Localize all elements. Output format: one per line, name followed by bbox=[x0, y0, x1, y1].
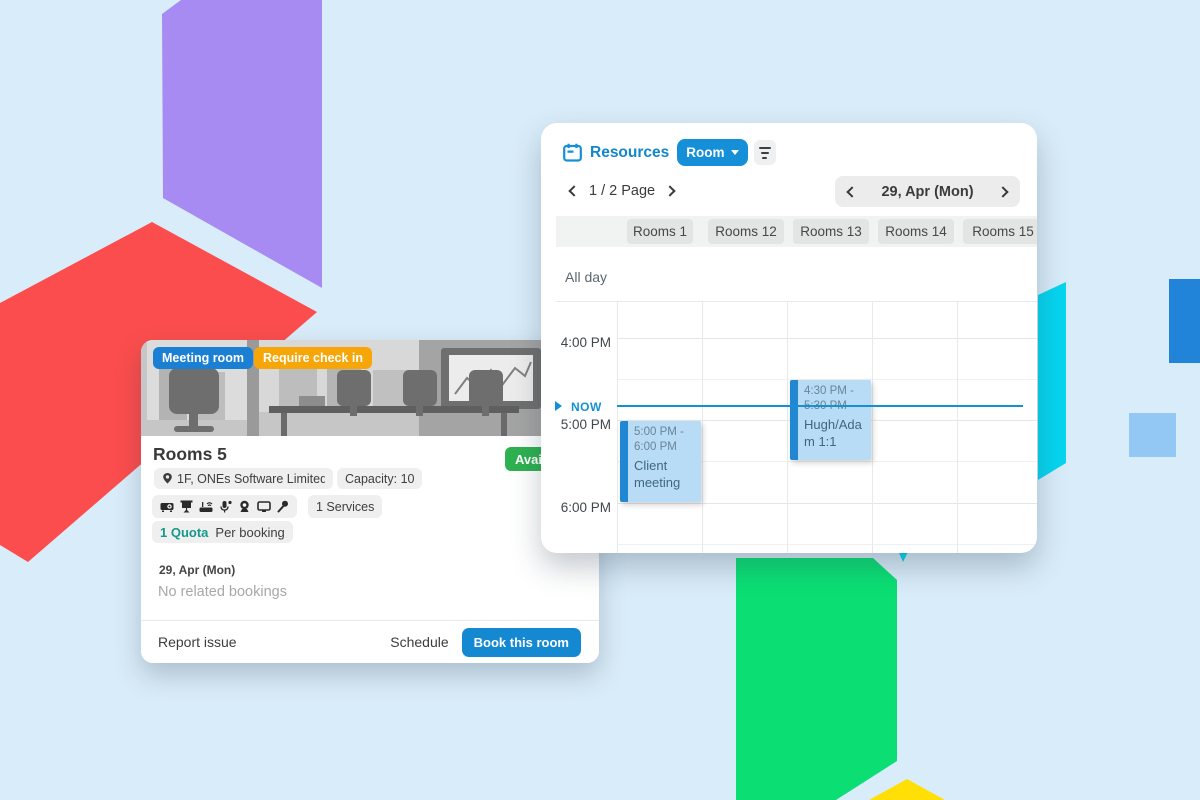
schedule-link[interactable]: Schedule bbox=[390, 634, 449, 650]
book-room-button[interactable]: Book this room bbox=[461, 627, 581, 657]
next-day-button[interactable] bbox=[997, 185, 1009, 198]
capacity-text: Capacity: 10 bbox=[345, 471, 415, 486]
column-rooms-15[interactable]: Rooms 15 bbox=[963, 219, 1037, 244]
quota-count: 1 Quota bbox=[160, 524, 209, 540]
current-date-label: 29, Apr (Mon) bbox=[881, 183, 974, 200]
column-rooms-14[interactable]: Rooms 14 bbox=[878, 219, 954, 244]
bookings-status: No related bookings bbox=[158, 584, 287, 600]
bg-shape-cyan-parallelogram bbox=[1038, 282, 1066, 480]
quota-unit: Per booking bbox=[215, 524, 285, 540]
column-rooms-13[interactable]: Rooms 13 bbox=[793, 219, 869, 244]
resources-title: Resources bbox=[590, 143, 670, 161]
column-rooms-12[interactable]: Rooms 12 bbox=[708, 219, 784, 244]
report-issue-link[interactable]: Report issue bbox=[158, 634, 237, 650]
microphone-icon bbox=[277, 500, 288, 513]
event-title: Hugh/Adam 1:1 bbox=[804, 416, 862, 449]
grid-line bbox=[617, 379, 1037, 380]
grid-line bbox=[617, 461, 1037, 462]
grid-column-line bbox=[872, 301, 873, 553]
capacity-pill: Capacity: 10 bbox=[337, 468, 423, 489]
room-photo: Meeting room Require check in bbox=[141, 340, 599, 436]
resource-type-dropdown[interactable]: Room bbox=[677, 139, 748, 166]
now-label: NOW bbox=[571, 400, 602, 414]
chevron-down-icon bbox=[730, 150, 739, 155]
event-title: Client meeting bbox=[634, 457, 681, 490]
event-time: 4:30 PM - 5:30 PM bbox=[804, 385, 854, 412]
webcam-icon bbox=[240, 500, 249, 512]
projector-screen-icon bbox=[180, 500, 193, 513]
services-text: 1 Services bbox=[316, 499, 375, 514]
resources-header: Resources Room bbox=[563, 139, 776, 166]
location-pill: 1F, ONEs Software Limited bbox=[154, 468, 333, 489]
location-text: 1F, ONEs Software Limited bbox=[177, 471, 325, 486]
prev-day-button[interactable] bbox=[846, 185, 858, 198]
grid-line bbox=[617, 544, 1037, 545]
room-card-footer: Report issue Schedule Book this room bbox=[141, 620, 599, 663]
grid-column-line bbox=[702, 301, 703, 553]
quota-pill: 1 Quota Per booking bbox=[152, 521, 293, 543]
calendar-icon bbox=[563, 143, 582, 162]
grid-column-line bbox=[787, 301, 788, 553]
grid-line bbox=[556, 301, 1037, 302]
bg-shape-blue-rect bbox=[1169, 279, 1200, 363]
prev-page-button[interactable] bbox=[568, 185, 580, 197]
all-day-label: All day bbox=[565, 269, 608, 285]
bg-shape-green bbox=[736, 558, 897, 800]
event-client-meeting[interactable]: 5:00 PM - 6:00 PM Client meeting bbox=[620, 421, 701, 502]
event-time: 5:00 PM - 6:00 PM bbox=[634, 426, 684, 453]
amenities-pill bbox=[152, 495, 297, 518]
grid-line-6pm bbox=[617, 503, 1037, 504]
time-label-4pm: 4:00 PM bbox=[560, 335, 611, 350]
page-navigator: 1 / 2 Page bbox=[568, 178, 676, 204]
now-triangle-icon bbox=[555, 401, 562, 411]
event-hugh-adam-11[interactable]: 4:30 PM - 5:30 PM Hugh/Adam 1:1 bbox=[790, 380, 871, 460]
services-pill: 1 Services bbox=[308, 495, 383, 518]
display-icon bbox=[257, 501, 271, 512]
projector-icon bbox=[160, 503, 174, 512]
room-title: Rooms 5 bbox=[153, 444, 227, 464]
resources-panel: Resources Room 1 / 2 Page 29, Apr (Mon) … bbox=[541, 123, 1037, 553]
filter-button[interactable] bbox=[753, 140, 776, 165]
time-label-6pm: 6:00 PM bbox=[560, 500, 611, 515]
bg-shape-yellow bbox=[869, 779, 945, 800]
grid-column-line bbox=[957, 301, 958, 553]
router-icon bbox=[199, 502, 213, 512]
time-label-5pm: 5:00 PM bbox=[560, 417, 611, 432]
resource-type-label: Room bbox=[686, 145, 725, 160]
booking-date: 29, Apr (Mon) bbox=[159, 563, 236, 577]
bg-shape-lightblue-square bbox=[1129, 413, 1176, 457]
bg-shape-purple bbox=[162, 0, 322, 288]
next-page-button[interactable] bbox=[664, 185, 676, 197]
date-navigator[interactable]: 29, Apr (Mon) bbox=[835, 176, 1020, 207]
now-line bbox=[617, 405, 1023, 407]
page-indicator: 1 / 2 Page bbox=[589, 183, 656, 199]
require-checkin-badge: Require check in bbox=[254, 347, 373, 369]
grid-line-4pm bbox=[617, 338, 1037, 339]
voice-mic-icon bbox=[220, 500, 232, 513]
filter-icon bbox=[758, 146, 771, 149]
room-type-badge: Meeting room bbox=[153, 347, 253, 369]
grid-column-line bbox=[617, 301, 618, 553]
column-rooms-1[interactable]: Rooms 1 bbox=[627, 219, 693, 244]
room-detail-card: Meeting room Require check in Rooms 5 Av… bbox=[141, 340, 599, 663]
pin-icon bbox=[163, 473, 172, 484]
